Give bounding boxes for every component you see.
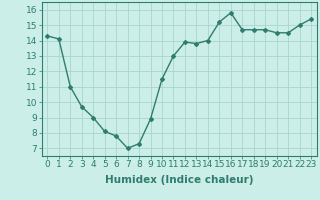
X-axis label: Humidex (Indice chaleur): Humidex (Indice chaleur) [105,175,253,185]
